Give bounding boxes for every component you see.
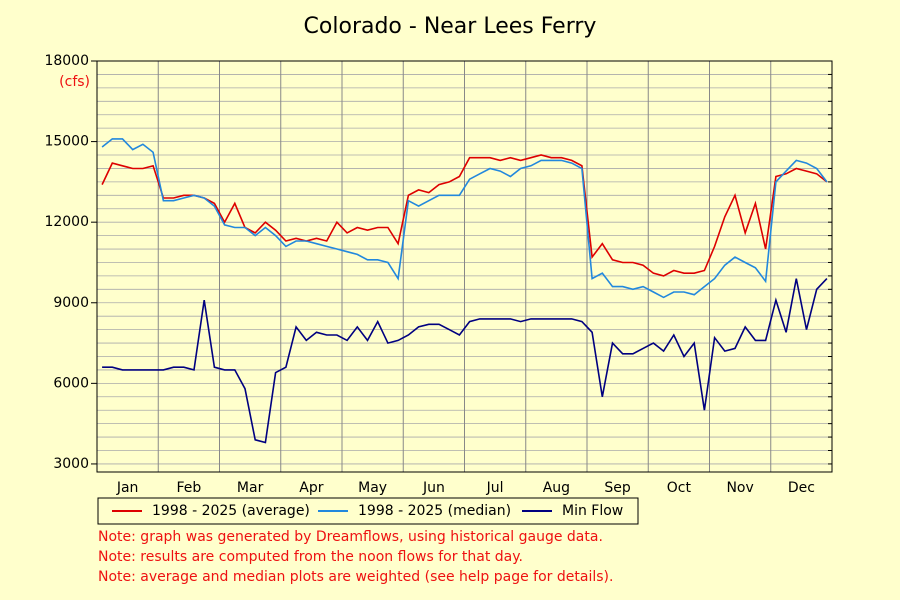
y-tick-label: 9000 xyxy=(53,295,89,311)
y-tick-label: 18000 xyxy=(44,53,89,69)
y-unit: (cfs) xyxy=(59,74,90,90)
legend-label: 1998 - 2025 (median) xyxy=(358,503,511,519)
x-tick-label: May xyxy=(358,480,387,496)
y-tick-label: 12000 xyxy=(44,214,89,230)
plot-border xyxy=(96,60,833,473)
note: Note: results are computed from the noon… xyxy=(98,549,523,565)
x-tick-label: Mar xyxy=(237,480,264,496)
x-tick-label: Jan xyxy=(116,480,139,496)
series-line xyxy=(101,138,828,299)
y-tick-label: 3000 xyxy=(53,456,89,472)
x-tick-label: Jul xyxy=(486,480,504,496)
x-tick-label: Apr xyxy=(299,480,323,496)
x-tick-label: Feb xyxy=(176,480,201,496)
x-tick-label: Jun xyxy=(422,480,445,496)
note: Note: average and median plots are weigh… xyxy=(98,569,613,585)
y-tick-label: 15000 xyxy=(44,134,89,150)
note: Note: graph was generated by Dreamflows,… xyxy=(98,529,603,545)
x-tick-label: Aug xyxy=(543,480,570,496)
x-tick-label: Nov xyxy=(726,480,753,496)
series-line xyxy=(101,154,828,277)
legend-label: Min Flow xyxy=(562,503,623,519)
y-tick-label: 6000 xyxy=(53,375,89,391)
x-tick-label: Sep xyxy=(604,480,631,496)
chart-title: Colorado - Near Lees Ferry xyxy=(304,14,597,39)
x-tick-label: Dec xyxy=(788,480,815,496)
x-tick-label: Oct xyxy=(667,480,692,496)
legend-label: 1998 - 2025 (average) xyxy=(152,503,310,519)
series-line xyxy=(102,278,828,444)
